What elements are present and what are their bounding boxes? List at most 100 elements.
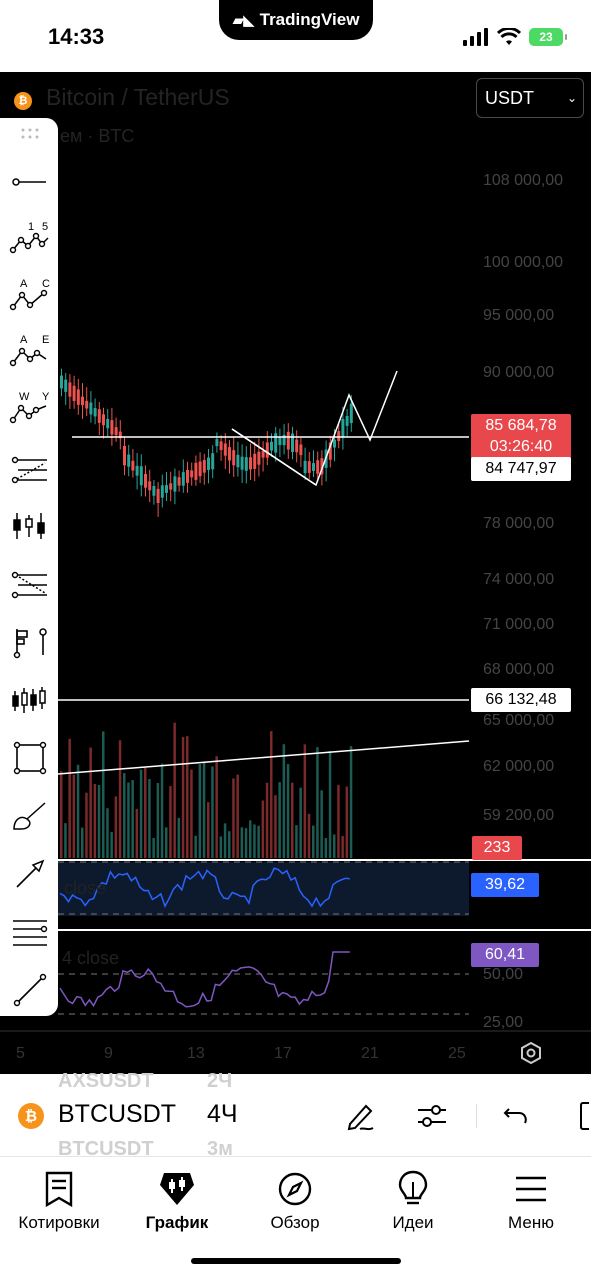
symbol-row: ₿ BTCUSDT 4Ч [0,1090,591,1142]
candle [253,453,257,469]
volume-bar [324,837,328,858]
candle [131,460,135,471]
candle [316,460,320,474]
rectangle-icon[interactable] [8,736,52,780]
candle [114,427,118,436]
ghost-symbol-top: AXSUSDT [58,1070,154,1092]
date-axis-label: 13 [187,1045,205,1062]
candle [270,441,273,451]
candle [240,456,244,470]
candle [257,451,261,465]
volume-bar [257,825,260,858]
symbol-button[interactable]: BTCUSDT [58,1100,177,1128]
current-price-tag: 85 684,78 [471,414,571,438]
volume-bar [278,782,281,858]
pattern-drawing [231,428,317,486]
brush-icon[interactable] [8,794,52,838]
svg-text:E: E [42,334,49,346]
volume-bar [253,824,256,858]
level-price-tag[interactable]: 84 747,97 [471,457,571,481]
candle [93,408,97,417]
app-banner[interactable]: ▰◣ TradingView [219,0,373,40]
candle [181,472,185,486]
rsi-label: close [64,878,107,898]
volume-bar [139,769,143,858]
arrow-icon[interactable] [8,852,52,896]
price-axis-label: 78 000,00 [483,515,555,532]
chart-settings-icon[interactable] [520,1041,542,1069]
volume-bar [223,823,227,858]
volume-bar [207,802,210,858]
volume-bar [307,813,311,858]
battery-icon: 23 [529,28,567,46]
oscillator-axis-label: 50,00 [483,966,524,983]
volume-bar [333,834,336,858]
trend-line-icon[interactable] [8,160,52,204]
candle [123,445,126,466]
price-axis-label: 100 000,00 [483,254,564,271]
volume-bar [60,771,63,858]
status-time: 14:33 [48,24,105,49]
candle [312,463,315,471]
forecast-icon[interactable] [8,620,52,664]
tab-quotes[interactable]: Котировки [4,1167,114,1233]
volume-bar [173,722,176,858]
line-icon[interactable] [8,968,52,1012]
currency-select[interactable]: USDT ⌄ [476,78,584,118]
volume-bar [232,778,235,858]
candle [64,379,68,392]
ghost-timeframe-top: 2Ч [207,1070,233,1092]
fib-extension-icon[interactable] [8,563,52,607]
candle [190,470,194,478]
volume-bar [211,766,214,858]
volume-bar [186,736,189,858]
tab-overview[interactable]: Обзор [240,1167,350,1233]
volume-bar [345,786,349,858]
volume-bar [194,835,197,858]
volume-bar [72,774,76,858]
tab-chart[interactable]: График [122,1167,232,1233]
tab-ideas[interactable]: Идеи [358,1167,468,1233]
oscillator-value-tag: 60,41 [471,943,539,967]
chart-area[interactable]: ₿ Bitcoin / TetherUS ем · BTC USDT ⌄ 108… [0,72,591,1074]
candle [349,403,353,424]
ideas-icon [358,1167,468,1211]
candle [97,409,101,423]
candle [320,458,324,475]
drag-handle-icon[interactable] [8,112,52,156]
tab-menu[interactable]: Меню [476,1167,586,1233]
long-short-icon[interactable] [8,504,52,548]
candle [261,450,265,458]
candle [76,389,80,405]
price-chart[interactable] [0,72,591,1074]
candle [236,454,240,468]
candle [295,439,299,453]
rsi-band [58,862,469,916]
candle [215,439,219,447]
volume-bar [114,796,118,858]
volume-bar [219,836,223,858]
candle [223,443,227,456]
fib-retracement-icon[interactable] [8,448,52,492]
candles-pattern-icon[interactable] [8,678,52,722]
candle [198,461,202,477]
symbol-title: Bitcoin / TetherUS [46,84,230,110]
volume-level-tag[interactable]: 66 132,48 [471,688,571,712]
volume-bar [181,737,185,858]
volume-bar [144,767,147,858]
undo-icon[interactable] [498,1098,534,1134]
multi-line-icon[interactable] [8,910,52,954]
candle [219,441,223,451]
candle [211,453,215,470]
pencil-icon[interactable] [342,1098,378,1134]
candle [307,461,311,473]
indicators-icon[interactable] [414,1098,450,1134]
candle [160,485,164,498]
volume-bar [312,825,315,858]
timeframe-button[interactable]: 4Ч [207,1100,238,1128]
fullscreen-icon[interactable] [566,1098,591,1134]
